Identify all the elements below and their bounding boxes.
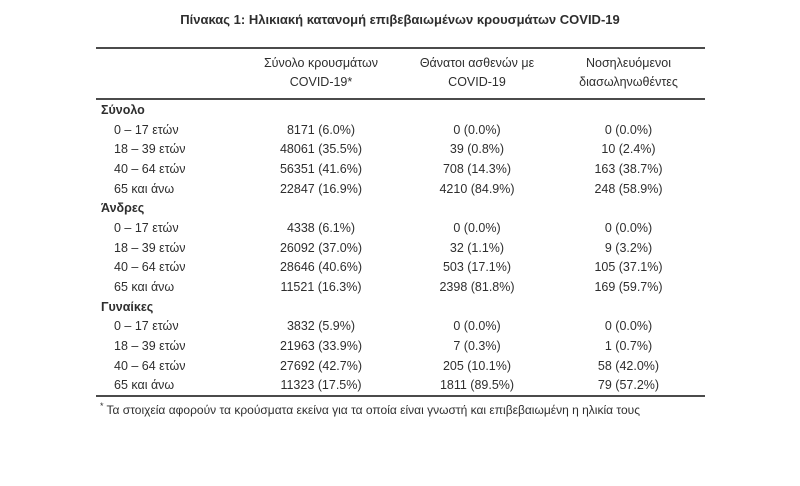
table-row: 40 – 64 ετών 56351 (41.6%) 708 (14.3%) 1… xyxy=(96,159,705,179)
cases-cell: 26092 (37.0%) xyxy=(279,240,362,255)
table-row: 65 και άνω 11323 (17.5%) 1811 (89.5%) 79… xyxy=(96,376,705,397)
section-row-men: Άνδρες xyxy=(96,198,705,218)
table-row: 18 – 39 ετών 26092 (37.0%) 32 (1.1%) 9 (… xyxy=(96,238,705,258)
intubated-cell: 58 (42.0%) xyxy=(597,358,660,373)
section-row-women: Γυναίκες xyxy=(96,297,705,317)
deaths-cell: 708 (14.3%) xyxy=(442,161,512,176)
cases-cell: 11323 (17.5%) xyxy=(280,378,362,393)
deaths-cell: 7 (0.3%) xyxy=(453,339,501,354)
column-header-empty xyxy=(96,48,240,99)
age-label-cell: 18 – 39 ετών xyxy=(114,339,186,354)
intubated-cell: 10 (2.4%) xyxy=(601,142,656,157)
table-row: 0 – 17 ετών 3832 (5.9%) 0 (0.0%) 0 (0.0%… xyxy=(96,317,705,337)
cases-cell: 48061 (35.5%) xyxy=(279,142,362,157)
intubated-cell: 9 (3.2%) xyxy=(604,240,653,255)
column-header-deaths: Θάνατοι ασθενών με COVID-19 xyxy=(402,48,552,99)
table-row: 0 – 17 ετών 4338 (6.1%) 0 (0.0%) 0 (0.0%… xyxy=(96,218,705,238)
covid-age-distribution-table: Σύνολο κρουσμάτων COVID-19* Θάνατοι ασθε… xyxy=(96,47,705,398)
table-title: Πίνακας 1: Ηλικιακή κατανομή επιβεβαιωμέ… xyxy=(180,12,620,27)
table-row: 65 και άνω 11521 (16.3%) 2398 (81.8%) 16… xyxy=(96,277,705,297)
column-header-deaths-line1: Θάνατοι ασθενών με xyxy=(419,56,535,70)
table-row: 18 – 39 ετών 48061 (35.5%) 39 (0.8%) 10 … xyxy=(96,139,705,159)
cases-cell: 28646 (40.6%) xyxy=(279,260,362,275)
intubated-cell: 1 (0.7%) xyxy=(604,339,653,354)
deaths-cell: 503 (17.1%) xyxy=(442,260,512,275)
intubated-cell: 163 (38.7%) xyxy=(594,161,663,176)
age-label-cell: 18 – 39 ετών xyxy=(114,142,186,157)
column-header-deaths-line2: COVID-19 xyxy=(448,75,506,89)
deaths-cell: 205 (10.1%) xyxy=(442,358,512,373)
table-row: 40 – 64 ετών 28646 (40.6%) 503 (17.1%) 1… xyxy=(96,258,705,278)
table-row: 0 – 17 ετών 8171 (6.0%) 0 (0.0%) 0 (0.0%… xyxy=(96,120,705,140)
cases-cell: 21963 (33.9%) xyxy=(279,339,362,354)
age-label-cell: 0 – 17 ετών xyxy=(114,319,179,334)
cases-cell: 27692 (42.7%) xyxy=(279,358,362,373)
age-label-cell: 65 και άνω xyxy=(114,280,175,295)
deaths-cell: 1811 (89.5%) xyxy=(439,378,515,393)
cases-cell: 3832 (5.9%) xyxy=(286,319,356,334)
deaths-cell: 4210 (84.9%) xyxy=(439,181,515,196)
table-header: Σύνολο κρουσμάτων COVID-19* Θάνατοι ασθε… xyxy=(96,48,705,99)
cases-cell: 4338 (6.1%) xyxy=(286,220,356,235)
table-row: 40 – 64 ετών 27692 (42.7%) 205 (10.1%) 5… xyxy=(96,356,705,376)
table-footnote: * Τα στοιχεία αφορούν τα κρούσματα εκείνα… xyxy=(100,401,705,417)
cases-cell: 22847 (16.9%) xyxy=(279,181,362,196)
age-label-cell: 18 – 39 ετών xyxy=(114,240,186,255)
deaths-cell: 0 (0.0%) xyxy=(453,220,501,235)
section-label-women: Γυναίκες xyxy=(101,299,154,314)
column-header-intubated: Νοσηλευόμενοι διασωληνωθέντες xyxy=(552,48,705,99)
deaths-cell: 2398 (81.8%) xyxy=(439,280,515,295)
section-row-total: Σύνολο xyxy=(96,99,705,120)
age-label-cell: 0 – 17 ετών xyxy=(114,220,179,235)
cases-cell: 11521 (16.3%) xyxy=(280,280,362,295)
intubated-cell: 105 (37.1%) xyxy=(594,260,663,275)
footnote-asterisk: * xyxy=(100,401,104,411)
age-label-cell: 40 – 64 ετών xyxy=(114,358,186,373)
intubated-cell: 0 (0.0%) xyxy=(604,122,653,137)
deaths-cell: 39 (0.8%) xyxy=(449,142,505,157)
table-body: Σύνολο 0 – 17 ετών 8171 (6.0%) 0 (0.0%) … xyxy=(96,99,705,396)
column-header-intubated-line2: διασωληνωθέντες xyxy=(579,75,678,89)
column-header-cases-line2: COVID-19* xyxy=(289,75,353,89)
footnote-text: Τα στοιχεία αφορούν τα κρούσματα εκείνα … xyxy=(106,403,640,417)
section-label-total: Σύνολο xyxy=(101,102,145,117)
deaths-cell: 0 (0.0%) xyxy=(453,122,501,137)
column-header-cases-line1: Σύνολο κρουσμάτων xyxy=(263,56,379,70)
column-header-cases: Σύνολο κρουσμάτων COVID-19* xyxy=(240,48,402,99)
intubated-cell: 0 (0.0%) xyxy=(604,220,653,235)
age-label-cell: 40 – 64 ετών xyxy=(114,260,186,275)
intubated-cell: 169 (59.7%) xyxy=(594,280,663,295)
age-label-cell: 65 και άνω xyxy=(114,378,175,393)
age-label-cell: 40 – 64 ετών xyxy=(114,161,186,176)
deaths-cell: 0 (0.0%) xyxy=(453,319,501,334)
intubated-cell: 79 (57.2%) xyxy=(597,378,660,393)
table-row: 18 – 39 ετών 21963 (33.9%) 7 (0.3%) 1 (0… xyxy=(96,336,705,356)
age-label-cell: 65 και άνω xyxy=(114,181,175,196)
age-label-cell: 0 – 17 ετών xyxy=(114,122,179,137)
cases-cell: 8171 (6.0%) xyxy=(286,122,356,137)
intubated-cell: 248 (58.9%) xyxy=(594,181,663,196)
deaths-cell: 32 (1.1%) xyxy=(449,240,505,255)
intubated-cell: 0 (0.0%) xyxy=(604,319,653,334)
section-label-men: Άνδρες xyxy=(101,201,145,216)
table-row: 65 και άνω 22847 (16.9%) 4210 (84.9%) 24… xyxy=(96,179,705,199)
column-header-intubated-line1: Νοσηλευόμενοι xyxy=(585,56,671,70)
cases-cell: 56351 (41.6%) xyxy=(279,161,362,176)
